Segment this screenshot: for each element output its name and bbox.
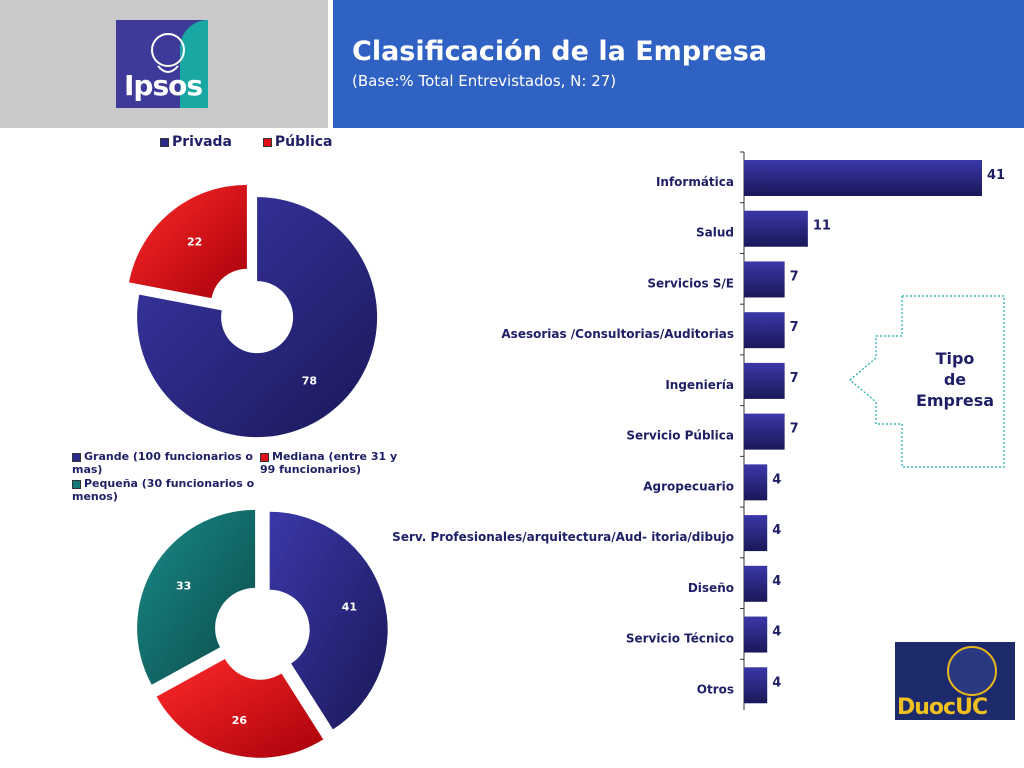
header-blue-panel [333, 0, 1024, 128]
bar-value-label: 4 [772, 523, 781, 538]
bar-category-label: Agropecuario [643, 479, 734, 493]
bar-ingenieria [744, 362, 785, 399]
bar-value-label: 7 [790, 269, 799, 284]
duoc-logo-text: DuocUC [897, 695, 988, 720]
bar-servicio-publica [744, 413, 785, 450]
pie-value-label: 33 [176, 580, 191, 593]
page-subtitle: (Base:% Total Entrevistados, N: 27) [352, 72, 617, 90]
bar-category-label: Diseño [688, 581, 734, 595]
bar-category-label: Informática [656, 175, 734, 189]
ipsos-head-icon [151, 33, 185, 73]
legend-size-pequena: Pequeña (30 funcionarios o menos) [72, 477, 255, 503]
bar-diseno [744, 565, 768, 602]
legend-item-publica: Pública [262, 134, 332, 150]
bar-value-label: 4 [772, 574, 781, 589]
duoc-seal-icon [947, 646, 997, 696]
pie-value-label: 26 [232, 714, 248, 727]
ipsos-logo: Ipsos [116, 20, 208, 108]
pie-value-label: 22 [187, 236, 202, 249]
pie-slice-grande-100-funcionarios-o-mas [269, 511, 388, 730]
bar-agropecuario [744, 464, 768, 501]
bar-category-label: Servicios S/E [647, 276, 734, 290]
bar-serv-profesionales-arquitectura-aud-itoria-dibujo [744, 515, 768, 552]
legend-item-privada: Privada [160, 134, 232, 150]
bar-otros [744, 667, 768, 704]
bar-value-label: 4 [772, 625, 781, 640]
pie-slice-privada [137, 197, 378, 438]
bar-value-label: 7 [790, 422, 799, 437]
bar-category-label: Ingeniería [665, 378, 734, 392]
bar-category-label: Salud [696, 226, 734, 240]
page-title: Clasificación de la Empresa [352, 36, 768, 67]
bar-category-label: Otros [697, 682, 734, 696]
pie-slice-mediana-entre-31-y-99-funcionarios [156, 659, 324, 758]
pie-value-label: 41 [342, 601, 357, 614]
bar-asesorias-consultorias-auditorias [744, 312, 785, 349]
legend-size-mediana: Mediana (entre 31 y 99 funcionarios) [260, 450, 398, 476]
pie-chart-sector: 78 22 [129, 184, 378, 438]
bar-category-label: Servicio Pública [626, 429, 734, 443]
legend-size-grande: Grande (100 funcionarios o mas) [72, 450, 253, 476]
pie-chart-size: 41 26 33 [137, 509, 388, 758]
bar-value-label: 4 [772, 675, 781, 690]
pie-slice-pequena-30-funcionarios-o-menos [137, 509, 256, 685]
legend-sector: Privada Pública [160, 134, 332, 150]
pie-slice-publica [129, 184, 247, 299]
ipsos-logo-accent [180, 20, 208, 108]
bar-value-label: 7 [790, 371, 799, 386]
ipsos-logo-text: Ipsos [124, 69, 203, 102]
callout-label: Tipo de Empresa [915, 349, 995, 410]
bar-category-label: Servicio Técnico [626, 632, 734, 646]
bar-chart-company-type: Informática 41 Salud 11 Servicios S/E 7 Asesor… [392, 151, 1005, 710]
pie-value-label: 78 [302, 374, 317, 387]
bar-servicio-tecnico [744, 616, 768, 653]
callout-arrow [849, 295, 1005, 468]
bar-servicios-s-e [744, 261, 785, 298]
bar-value-label: 41 [987, 168, 1005, 183]
bar-informatica [744, 160, 982, 196]
bar-category-label: Serv. Profesionales/arquitectura/Aud- it… [392, 530, 734, 544]
bar-salud [744, 210, 808, 247]
bar-category-label: Asesorias /Consultorias/Auditorias [501, 327, 734, 341]
bar-value-label: 7 [790, 320, 799, 335]
duoc-logo: DuocUC [895, 642, 1015, 720]
bar-value-label: 4 [772, 472, 781, 487]
bar-value-label: 11 [813, 219, 831, 234]
